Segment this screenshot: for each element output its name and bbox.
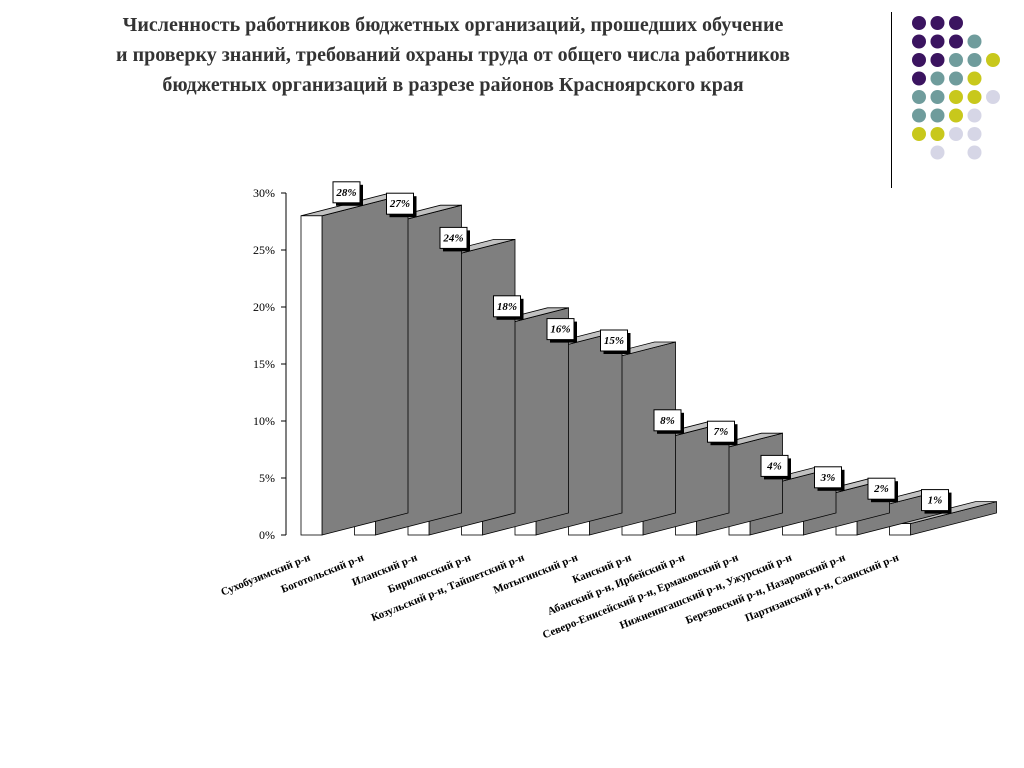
data-label: 8% [653,409,684,434]
data-label: 16% [546,318,577,343]
data-label: 24% [439,226,470,252]
data-label: 18% [493,295,524,320]
data-label: 4% [760,454,791,480]
y-tick-label: 5% [259,471,275,485]
title-line-2: и проверку знаний, требований охраны тру… [116,44,790,66]
svg-text:3%: 3% [820,472,836,484]
y-tick-label: 10% [253,414,275,428]
y-tick-label: 20% [253,300,275,314]
svg-text:4%: 4% [766,460,782,472]
data-label: 15% [600,329,631,354]
svg-text:24%: 24% [442,232,463,244]
svg-text:15%: 15% [604,335,624,347]
svg-text:7%: 7% [714,426,729,438]
decorative-divider-line [891,12,892,188]
svg-text:28%: 28% [335,187,356,199]
bar-chart: 0% 5% 10% 15% 20% 25% 30% 28% 27% 24% 18% 16% 15% 8%… [219,181,997,641]
category-label: Сухобузимский р-н [219,551,313,598]
y-axis: 0% 5% 10% 15% 20% 25% 30% [253,186,287,542]
title-line-3: бюджетных организаций в разрезе районов … [162,74,744,96]
data-label: 27% [386,192,417,218]
slide-title: Численность работников бюджетных организ… [8,10,898,100]
bar [300,193,409,536]
data-label: 28% [332,181,363,206]
svg-text:27%: 27% [389,198,410,210]
data-label: 1% [921,489,952,514]
data-labels: 28% 27% 24% 18% 16% 15% 8% 7% 4% 3% 2% 1% [332,181,952,514]
svg-text:18%: 18% [497,301,517,313]
y-tick-label: 0% [259,528,275,542]
title-line-1: Численность работников бюджетных организ… [122,14,784,36]
data-label: 3% [814,466,845,491]
svg-text:1%: 1% [928,495,943,507]
data-label: 2% [867,477,898,503]
y-tick-label: 25% [253,243,275,257]
data-label: 7% [707,420,738,446]
svg-text:8%: 8% [660,415,675,427]
svg-text:2%: 2% [873,483,889,495]
y-tick-label: 15% [253,357,275,371]
y-tick-label: 30% [253,186,275,200]
svg-text:16%: 16% [550,324,570,336]
